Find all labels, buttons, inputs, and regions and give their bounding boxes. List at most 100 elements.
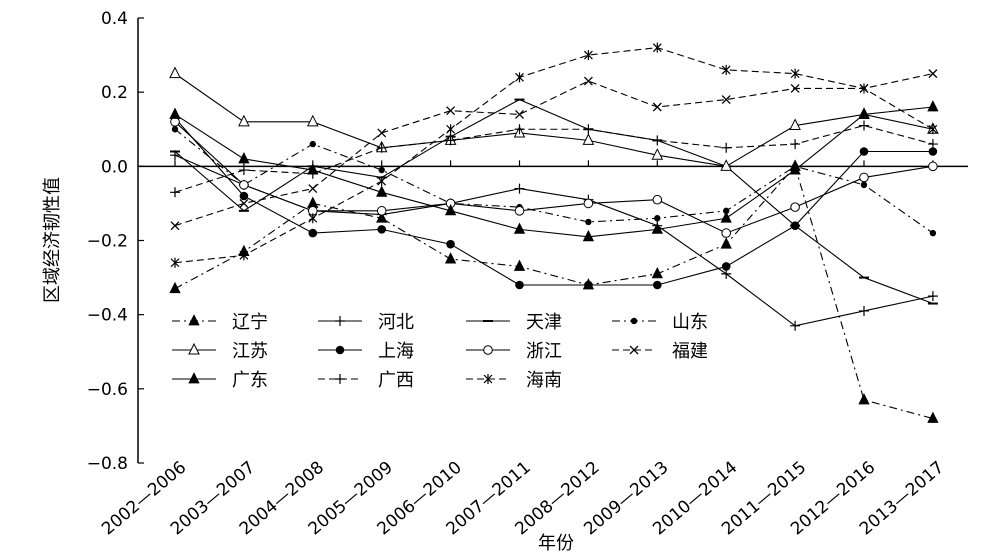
data-point: [859, 83, 869, 94]
data-point: [239, 191, 249, 201]
data-point: [239, 180, 249, 190]
data-point: [239, 198, 249, 208]
legend-item: 江苏: [172, 341, 268, 362]
legend-label: 福建: [672, 341, 708, 362]
data-point: [858, 393, 870, 405]
legend-label: 广西: [378, 370, 414, 391]
y-tick-label: −0.4: [87, 306, 128, 326]
data-point: [789, 163, 801, 175]
data-point: [928, 69, 938, 79]
data-point: [514, 124, 525, 135]
data-point: [169, 281, 181, 294]
data-point: [859, 172, 869, 183]
data-point: [789, 118, 801, 131]
data-point: [721, 228, 732, 238]
series-line: [174, 154, 934, 327]
data-point: [859, 305, 869, 316]
data-point: [514, 183, 525, 194]
series-line: [174, 73, 934, 167]
legend-label: 辽宁: [232, 312, 268, 333]
data-point: [514, 206, 525, 216]
data-point: [859, 120, 869, 131]
data-point: [584, 280, 593, 290]
series-line: [174, 124, 934, 193]
legend-swatch-marker: [335, 345, 345, 355]
data-point: [928, 124, 938, 135]
data-point: [376, 185, 388, 197]
y-axis-ticks: 0.4 0.2 0.0 −0.2 −0.4 −0.6 −0.8: [87, 9, 144, 474]
data-point: [515, 109, 524, 119]
series-9: [169, 100, 939, 242]
series-5: [169, 66, 939, 171]
data-point: [444, 203, 457, 216]
legend-label: 天津: [526, 312, 562, 333]
series-3: [170, 98, 938, 305]
legend-item: 山东: [612, 312, 708, 333]
series-group: [169, 42, 939, 423]
data-point: [790, 83, 800, 93]
data-point: [238, 165, 249, 176]
data-point: [721, 95, 731, 105]
y-tick-label: 0.2: [101, 83, 128, 103]
legend-item: 上海: [318, 341, 414, 362]
legend-item: 海南: [466, 370, 562, 391]
data-point: [446, 239, 455, 249]
data-point: [583, 50, 593, 61]
data-point: [309, 140, 316, 148]
legend-swatch-marker: [188, 342, 200, 355]
x-axis-label: 年份: [538, 533, 574, 554]
data-point: [651, 222, 663, 234]
data-point: [585, 218, 592, 226]
data-point: [170, 187, 180, 198]
data-point: [790, 221, 800, 230]
series-line: [174, 98, 934, 305]
data-point: [308, 184, 318, 194]
legend-swatch-marker: [629, 345, 639, 355]
series-7: [170, 117, 938, 238]
data-point: [238, 152, 250, 164]
legend-label: 浙江: [526, 341, 562, 362]
series-line: [174, 128, 934, 234]
legend-swatch-marker: [483, 345, 493, 355]
series-line: [174, 117, 933, 286]
y-tick-label: −0.2: [87, 232, 128, 252]
legend-swatch-marker: [188, 314, 200, 326]
data-point: [583, 76, 593, 86]
data-point: [790, 320, 801, 331]
data-point: [583, 198, 594, 209]
legend-swatch-marker: [335, 316, 345, 326]
data-point: [653, 280, 662, 290]
data-point: [378, 166, 385, 174]
series-line: [174, 121, 933, 234]
data-point: [515, 280, 524, 290]
data-point: [721, 262, 731, 271]
legend-item: 福建: [612, 341, 708, 362]
legend-label: 广东: [232, 370, 268, 391]
legend-label: 海南: [526, 370, 562, 391]
data-point: [515, 72, 524, 83]
data-point: [308, 213, 318, 224]
data-point: [170, 117, 180, 127]
data-point: [377, 225, 387, 234]
data-point: [720, 211, 732, 223]
data-point: [446, 124, 456, 135]
series-8: [170, 69, 938, 231]
legend-item: 天津: [466, 312, 562, 333]
legend-swatch-marker: [335, 374, 345, 384]
data-point: [583, 124, 594, 135]
data-point: [169, 66, 181, 79]
data-point: [239, 250, 249, 261]
data-point: [654, 215, 661, 222]
data-point: [651, 148, 664, 160]
data-point: [721, 142, 732, 153]
data-point: [307, 168, 318, 179]
legend-swatch-marker: [483, 374, 493, 384]
series-11: [170, 42, 938, 268]
legend-label: 上海: [378, 341, 414, 362]
data-point: [790, 139, 801, 150]
data-point: [723, 207, 730, 215]
data-point: [790, 68, 800, 79]
legend-item: 广西: [318, 370, 414, 391]
